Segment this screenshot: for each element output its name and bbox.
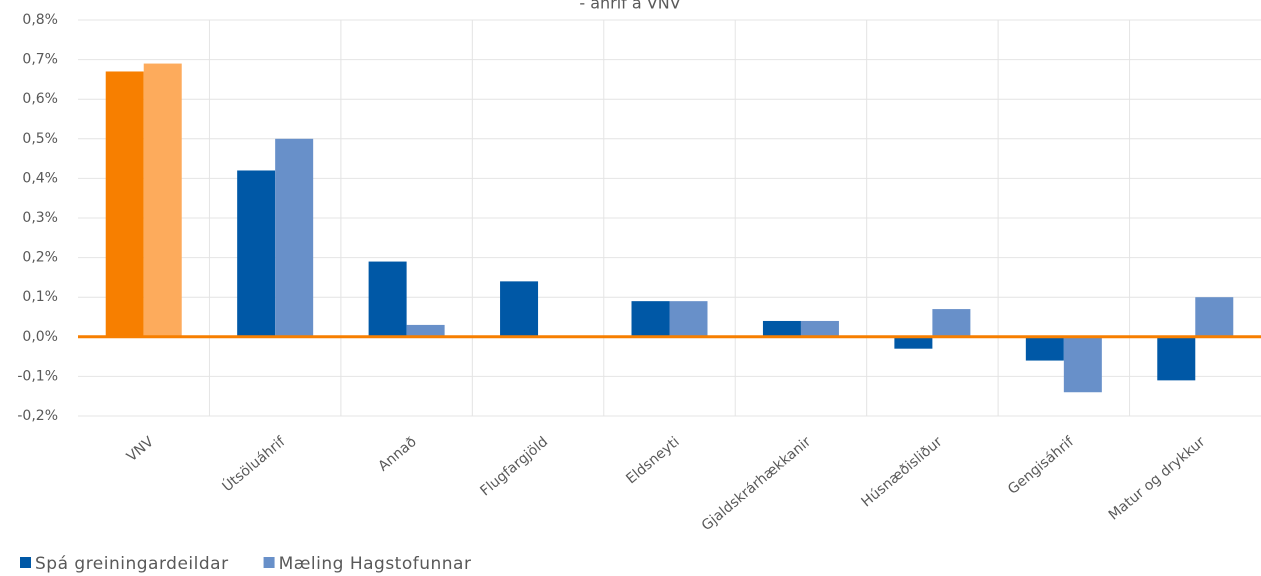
bar	[894, 336, 933, 349]
y-tick-label: 0,8%	[22, 12, 58, 28]
y-tick-label: -0,2%	[17, 408, 58, 424]
y-tick-label: 0,2%	[22, 250, 58, 266]
bar	[669, 301, 708, 337]
bar	[1063, 336, 1102, 393]
bar	[1195, 297, 1234, 337]
y-tick-label: 0,0%	[22, 329, 58, 345]
x-tick-label: Útsöluáhrif	[218, 432, 289, 496]
legend-swatch	[263, 557, 275, 568]
bar	[1025, 336, 1064, 361]
bar	[105, 71, 144, 337]
x-tick-label: Flugfargjöld	[477, 434, 551, 500]
y-tick-label: 0,6%	[22, 91, 58, 107]
y-tick-label: 0,3%	[22, 210, 58, 226]
legend-label: Mæling Hagstofunnar	[279, 554, 472, 574]
x-tick-label: Gengisáhrif	[1005, 433, 1078, 498]
y-tick-label: 0,5%	[22, 131, 58, 147]
x-tick-label: Eldsneyti	[623, 434, 682, 487]
bar	[631, 301, 670, 337]
bar	[1157, 336, 1196, 381]
bar	[932, 309, 971, 337]
bar	[237, 170, 276, 337]
y-tick-label: 0,4%	[22, 170, 58, 186]
bar	[500, 281, 539, 337]
bar	[406, 324, 445, 337]
legend-label: Spá greiningardeildar	[35, 554, 229, 574]
x-tick-label: VNV	[124, 434, 157, 466]
bar	[143, 63, 182, 337]
x-tick-label: Gjaldskrárhækkanir	[699, 434, 814, 534]
bar	[275, 138, 314, 337]
x-tick-label: Matur og drykkur	[1106, 434, 1209, 524]
chart-subtitle: - áhrif á VNV	[579, 0, 680, 13]
bar	[762, 320, 801, 337]
y-tick-label: 0,7%	[22, 52, 58, 68]
bar	[368, 261, 407, 337]
legend-swatch	[20, 557, 31, 568]
bar	[800, 320, 839, 337]
x-tick-label: Húsnæðisliður	[859, 434, 946, 511]
y-tick-label: -0,1%	[17, 368, 58, 384]
x-tick-label: Annað	[375, 434, 419, 475]
y-tick-label: 0,1%	[22, 289, 58, 305]
